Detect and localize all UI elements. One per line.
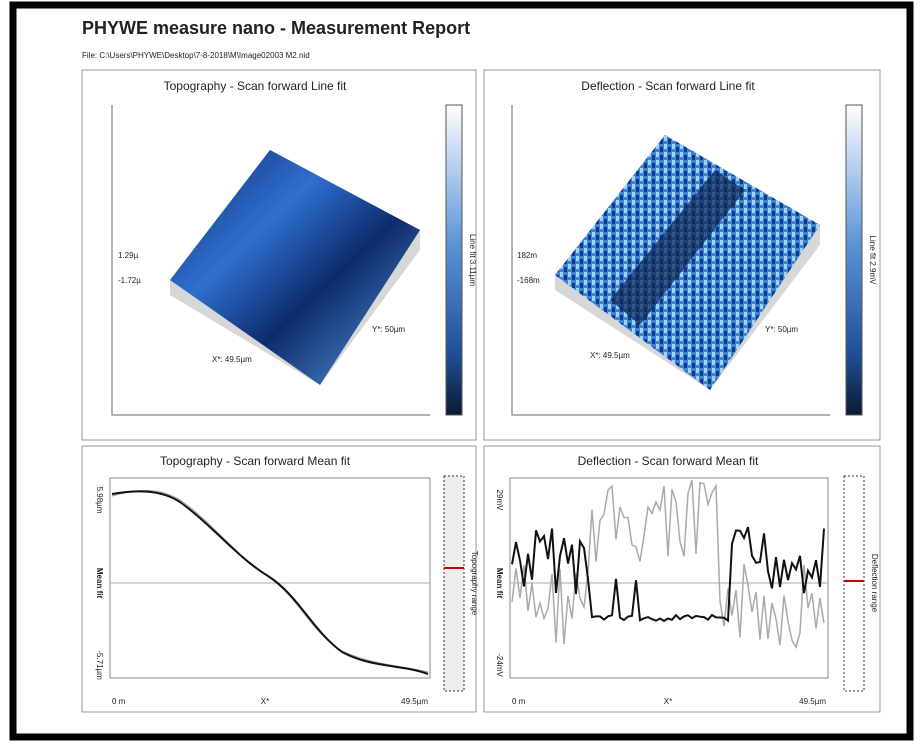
x-max: 49.5µm	[799, 697, 826, 706]
y-axis-label: Y*: 50µm	[372, 325, 405, 334]
report-title: PHYWE measure nano - Measurement Report	[82, 18, 470, 38]
panel	[81, 445, 477, 713]
profile-curve	[111, 490, 429, 675]
y-max: 29mV	[495, 490, 504, 512]
z-max: 182m	[517, 251, 537, 260]
axis-frame	[511, 105, 830, 416]
y-axis-label: Y*: 50µm	[765, 325, 798, 334]
axis-frame	[111, 105, 430, 416]
range-label: Topography range	[470, 551, 479, 616]
y-min: -5.71µm	[95, 650, 104, 680]
plot-frame	[509, 477, 829, 679]
file-path: File: C:\Users\PHYWE\Desktop\7-8-2018\M\…	[82, 51, 310, 60]
z-min: -1.72µ	[118, 276, 141, 285]
signal-line	[511, 526, 825, 623]
colorbar	[445, 104, 463, 416]
x-min: 0 m	[112, 697, 126, 706]
range-bar	[443, 475, 465, 692]
surface-groove	[610, 170, 745, 325]
x-min: 0 m	[512, 697, 526, 706]
signal-line-gray	[511, 479, 825, 650]
z-max: 1.29µ	[118, 251, 139, 260]
panel-title: Topography - Scan forward Line fit	[164, 79, 347, 93]
plot-frame	[109, 477, 431, 679]
x-axis-label: X*: 49.5µm	[212, 355, 252, 364]
x-label: X*	[664, 697, 672, 706]
range-label: Deflection range	[870, 554, 879, 613]
colorbar	[845, 104, 863, 416]
y-label: Mean fit	[495, 568, 504, 599]
panel	[483, 445, 881, 713]
colorbar-label: Line fit 2.9mV	[868, 236, 877, 286]
y-min: -24mV	[495, 653, 504, 677]
topography-surface	[170, 150, 420, 385]
y-label: Mean fit	[95, 568, 104, 599]
panel-title: Deflection - Scan forward Line fit	[581, 79, 755, 93]
z-min: -168m	[517, 276, 540, 285]
x-label: X*	[261, 697, 269, 706]
x-axis-label: X*: 49.5µm	[590, 351, 630, 360]
panel-title: Topography - Scan forward Mean fit	[160, 454, 351, 468]
range-bar	[843, 475, 865, 692]
panel-title: Deflection - Scan forward Mean fit	[578, 454, 759, 468]
y-max: 5.98µm	[95, 487, 104, 514]
x-max: 49.5µm	[401, 697, 428, 706]
colorbar-label: Line fit 3.11µm	[468, 234, 477, 286]
